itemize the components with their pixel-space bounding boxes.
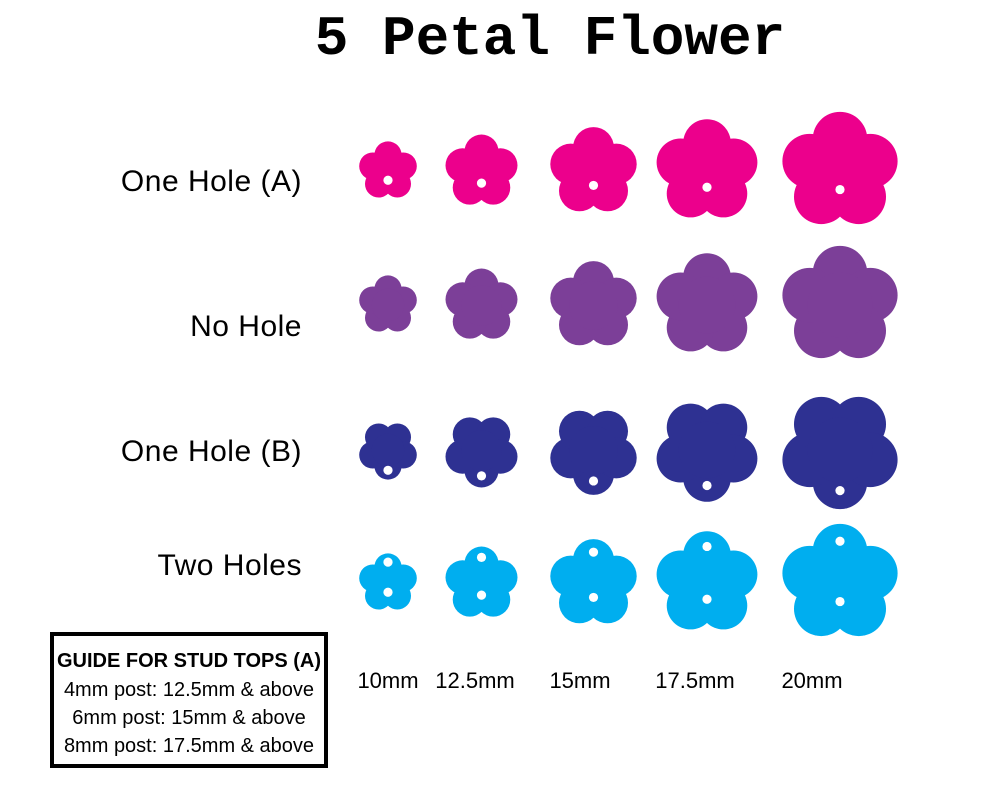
flower-icon [656,253,758,352]
flower-center-shape [461,430,502,471]
flower-one-hole-b-15mm [545,402,642,499]
hole-shape [476,471,487,481]
flower-two-holes-17.5mm [651,527,763,639]
flower-one-hole-a-12.5mm [440,130,523,213]
guide-box-line-6mm: 6mm post: 15mm & above [72,707,306,729]
flower-no-hole-12.5mm [440,264,523,347]
size-label-15mm: 15mm [549,668,611,693]
flower-no-hole-20mm [777,242,903,368]
flower-icon [359,423,417,480]
flower-no-hole-10mm [354,271,422,339]
flower-icon [445,417,518,488]
flower-icon [359,553,417,610]
guide-box-title: GUIDE FOR STUD TOPS (A) [56,650,322,672]
flower-center-shape [807,138,873,204]
flower-one-hole-b-20mm [777,387,903,513]
flower-one-hole-a-20mm [777,108,903,234]
hole-shape [835,596,845,607]
flower-two-holes-15mm [545,535,642,632]
flower-center-shape [807,417,873,483]
flower-center-shape [678,142,736,200]
flower-center-shape [569,281,618,330]
flower-icon [550,127,637,212]
flower-icon [782,245,898,359]
flower-icon [359,275,417,332]
hole-shape [702,480,712,491]
flower-center-shape [461,151,502,192]
flower-center-shape [569,147,618,196]
hole-shape [383,175,393,185]
row-label-one-hole-b: One Hole (B) [120,435,302,468]
flower-one-hole-a-17.5mm [651,115,763,227]
hole-shape [835,536,845,546]
flower-center-shape [371,288,405,322]
flower-no-hole-17.5mm [651,249,763,361]
flower-center-shape [678,554,736,612]
flower-one-hole-a-10mm [354,137,422,205]
flower-center-shape [461,563,502,604]
hole-shape [588,592,599,603]
guide-box-line-8mm: 8mm post: 17.5mm & above [63,735,315,757]
flower-icon [782,523,898,637]
hole-shape [588,180,599,191]
flower-center-shape [807,550,873,616]
hole-shape [588,476,599,486]
hole-shape [588,547,599,557]
hole-shape [383,557,393,567]
flower-icon [550,261,637,346]
hole-shape [383,587,393,597]
page-title: 5 Petal Flower [314,7,786,71]
flower-one-hole-b-12.5mm [440,409,523,492]
flower-icon [445,546,518,617]
hole-shape [383,465,393,475]
size-label-20mm: 20mm [781,668,843,693]
flower-center-shape [371,154,405,188]
stud-top-guide-box: GUIDE FOR STUD TOPS (A) 4mm post: 12.5mm… [50,632,328,768]
flower-icon [656,403,758,502]
flower-center-shape [371,566,405,600]
hole-shape [702,182,712,192]
hole-shape [476,552,487,562]
flower-center-shape [569,559,618,608]
flower-center-shape [807,272,873,338]
flower-center-shape [569,426,618,475]
flower-one-hole-b-10mm [354,416,422,484]
flower-icon [656,119,758,218]
flower-icon [359,141,417,198]
hole-shape [835,184,845,195]
size-label-10mm: 10mm [357,668,419,693]
hole-shape [702,594,712,604]
hole-shape [476,178,487,188]
flower-one-hole-b-17.5mm [651,394,763,506]
flower-icon [656,531,758,630]
flower-center-shape [461,285,502,326]
hole-shape [702,541,712,552]
hole-shape [476,590,487,600]
flower-no-hole-15mm [545,257,642,354]
row-label-one-hole-a: One Hole (A) [120,165,302,198]
flower-icon [445,268,518,339]
flower-icon [782,396,898,510]
flower-icon [445,134,518,205]
flower-icon [550,539,637,624]
size-label-17.5mm: 17.5mm [655,668,735,693]
row-label-no-hole: No Hole [190,310,302,343]
flower-icon [782,111,898,225]
flower-one-hole-a-15mm [545,123,642,220]
flower-center-shape [371,433,405,467]
flower-two-holes-10mm [354,549,422,617]
size-label-12.5mm: 12.5mm [435,668,515,693]
hole-shape [835,486,845,496]
flower-two-holes-12.5mm [440,542,523,625]
flower-center-shape [678,276,736,334]
row-label-two-holes: Two Holes [157,549,302,582]
flower-icon [550,410,637,495]
guide-box-line-4mm: 4mm post: 12.5mm & above [63,679,315,701]
flower-center-shape [678,421,736,479]
flower-two-holes-20mm [777,520,903,646]
